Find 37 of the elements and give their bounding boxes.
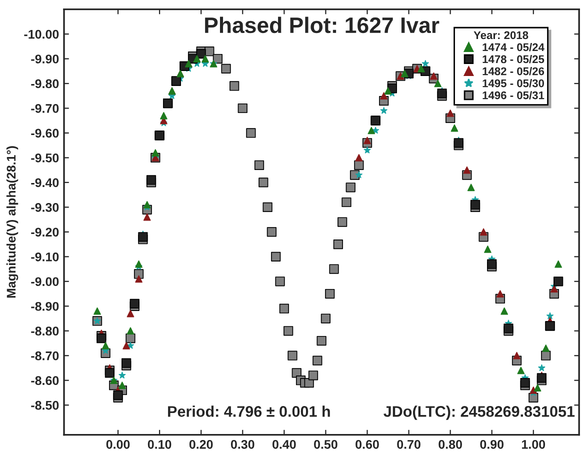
y-tick-label: -8.50	[31, 400, 59, 410]
x-tick-label: 0.00	[106, 440, 130, 449]
x-tick-label: 0.10	[148, 440, 172, 449]
y-tick-label: -9.20	[31, 228, 59, 237]
y-tick-label: -9.40	[31, 178, 59, 188]
x-tick-label: 0.80	[438, 440, 462, 449]
chart-title: Phased Plot: 1627 Ivar	[205, 16, 440, 34]
legend-label: 1482 - 05/26	[482, 67, 544, 76]
x-tick-label: 0.40	[272, 440, 296, 449]
x-tick-label: 0.60	[356, 440, 379, 449]
y-tick-label: -9.70	[31, 104, 59, 113]
legend-label: 1495 - 05/30	[482, 79, 544, 88]
y-tick-label: -8.70	[31, 351, 59, 360]
annotation: Period: 4.796 ± 0.001 h	[168, 406, 330, 417]
x-tick-label: 0.50	[314, 440, 338, 449]
y-tick-label: -9.30	[31, 202, 59, 212]
x-tick-label: 0.30	[230, 440, 254, 449]
legend-label: 1474 - 05/24	[482, 42, 544, 52]
y-tick-label: -8.80	[31, 326, 59, 336]
y-tick-label: -8.60	[31, 376, 59, 386]
y-tick-label: -9.80	[31, 79, 59, 88]
y-tick-label: -8.90	[31, 302, 59, 311]
annotation: JDo(LTC): 2458269.831051	[384, 406, 575, 420]
legend-label: 1478 - 05/25	[482, 55, 544, 64]
y-tick-label: -10.00	[24, 30, 59, 39]
legend-title: Year: 2018	[474, 31, 528, 40]
legend-label: 1496 - 05/31	[482, 91, 544, 100]
y-tick-label: -9.90	[31, 54, 59, 64]
x-tick-label: 0.90	[480, 440, 504, 449]
x-tick-label: 0.70	[397, 440, 420, 449]
y-tick-label: -9.50	[31, 154, 59, 162]
y-tick-label: -9.00	[31, 277, 59, 286]
y-tick-label: -9.60	[31, 128, 59, 138]
x-tick-label: 0.20	[189, 440, 213, 449]
y-axis-title: Magnitude(V) alpha(28.1°)	[6, 146, 18, 298]
x-tick-label: 1.00	[522, 440, 546, 449]
y-tick-label: -9.10	[31, 252, 59, 262]
